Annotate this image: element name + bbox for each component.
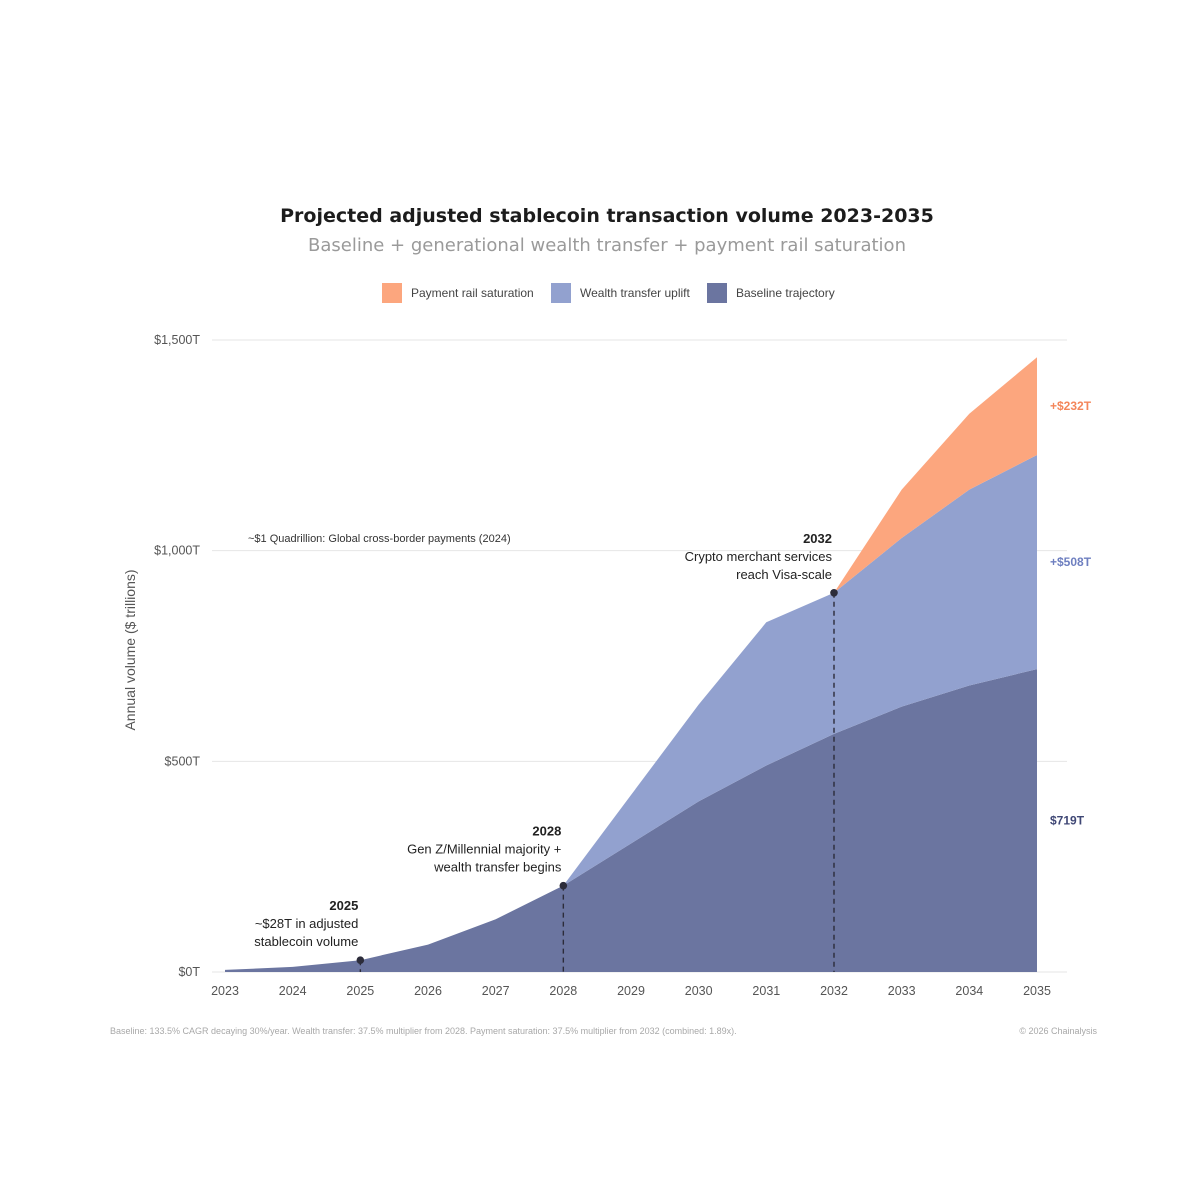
end-labels: +$232T +$508T $719T xyxy=(1050,399,1092,827)
y-tick-label: $1,000T xyxy=(154,544,200,558)
x-tick-label: 2023 xyxy=(211,984,239,998)
annotation-text: wealth transfer begins xyxy=(433,860,562,875)
y-tick-label: $1,500T xyxy=(154,333,200,347)
area-wealth-transfer-uplift xyxy=(225,455,1037,970)
annotation-year: 2028 xyxy=(532,824,561,839)
footer-note: Baseline: 133.5% CAGR decaying 30%/year.… xyxy=(110,1026,737,1036)
x-axis-ticks: 2023 2024 2025 2026 2027 2028 2029 2030 2031 2032… xyxy=(211,984,1051,998)
legend-label: Baseline trajectory xyxy=(736,286,835,300)
legend-swatch xyxy=(551,283,571,303)
x-tick-label: 2029 xyxy=(617,984,645,998)
end-label: $719T xyxy=(1050,814,1085,828)
end-label: +$508T xyxy=(1050,555,1092,569)
chart-subtitle: Baseline + generational wealth transfer … xyxy=(308,235,906,256)
annotations: 2025 ~$28T in adjusted stablecoin volume 20… xyxy=(254,531,838,972)
x-tick-label: 2025 xyxy=(346,984,374,998)
annotation-year: 2025 xyxy=(329,898,358,913)
x-tick-label: 2032 xyxy=(820,984,848,998)
end-label: +$232T xyxy=(1050,399,1092,413)
reference-note: ~$1 Quadrillion: Global cross-border pay… xyxy=(248,533,511,545)
legend-label: Payment rail saturation xyxy=(411,286,534,300)
legend-swatch xyxy=(382,283,402,303)
annotation-dot xyxy=(356,956,365,965)
y-axis-label: Annual volume ($ trillions) xyxy=(122,569,138,730)
y-axis-ticks: $0T $500T $1,000T $1,500T xyxy=(154,333,200,979)
x-tick-label: 2030 xyxy=(685,984,713,998)
footer-copyright: © 2026 Chainalysis xyxy=(1019,1026,1097,1036)
legend: Payment rail saturation Wealth transfer u… xyxy=(382,283,835,303)
area-baseline-trajectory xyxy=(225,669,1037,972)
stacked-areas xyxy=(225,357,1037,972)
annotation-dot xyxy=(559,881,568,890)
x-tick-label: 2034 xyxy=(955,984,983,998)
annotation-text: stablecoin volume xyxy=(254,934,358,949)
chart-title: Projected adjusted stablecoin transactio… xyxy=(280,205,934,227)
annotation-text: reach Visa-scale xyxy=(736,567,832,582)
annotation-text: Crypto merchant services xyxy=(685,549,833,564)
x-tick-label: 2024 xyxy=(279,984,307,998)
y-tick-label: $500T xyxy=(165,754,201,768)
x-tick-label: 2027 xyxy=(482,984,510,998)
legend-swatch xyxy=(707,283,727,303)
x-tick-label: 2026 xyxy=(414,984,442,998)
y-tick-label: $0T xyxy=(178,965,200,979)
legend-label: Wealth transfer uplift xyxy=(580,286,690,300)
x-tick-label: 2033 xyxy=(888,984,916,998)
x-tick-label: 2031 xyxy=(752,984,780,998)
annotation-dot xyxy=(830,589,838,597)
annotation-text: ~$28T in adjusted xyxy=(255,916,358,931)
x-tick-label: 2035 xyxy=(1023,984,1051,998)
x-tick-label: 2028 xyxy=(549,984,577,998)
annotation-text: Gen Z/Millennial majority + xyxy=(407,842,561,857)
annotation-year: 2032 xyxy=(803,531,832,546)
